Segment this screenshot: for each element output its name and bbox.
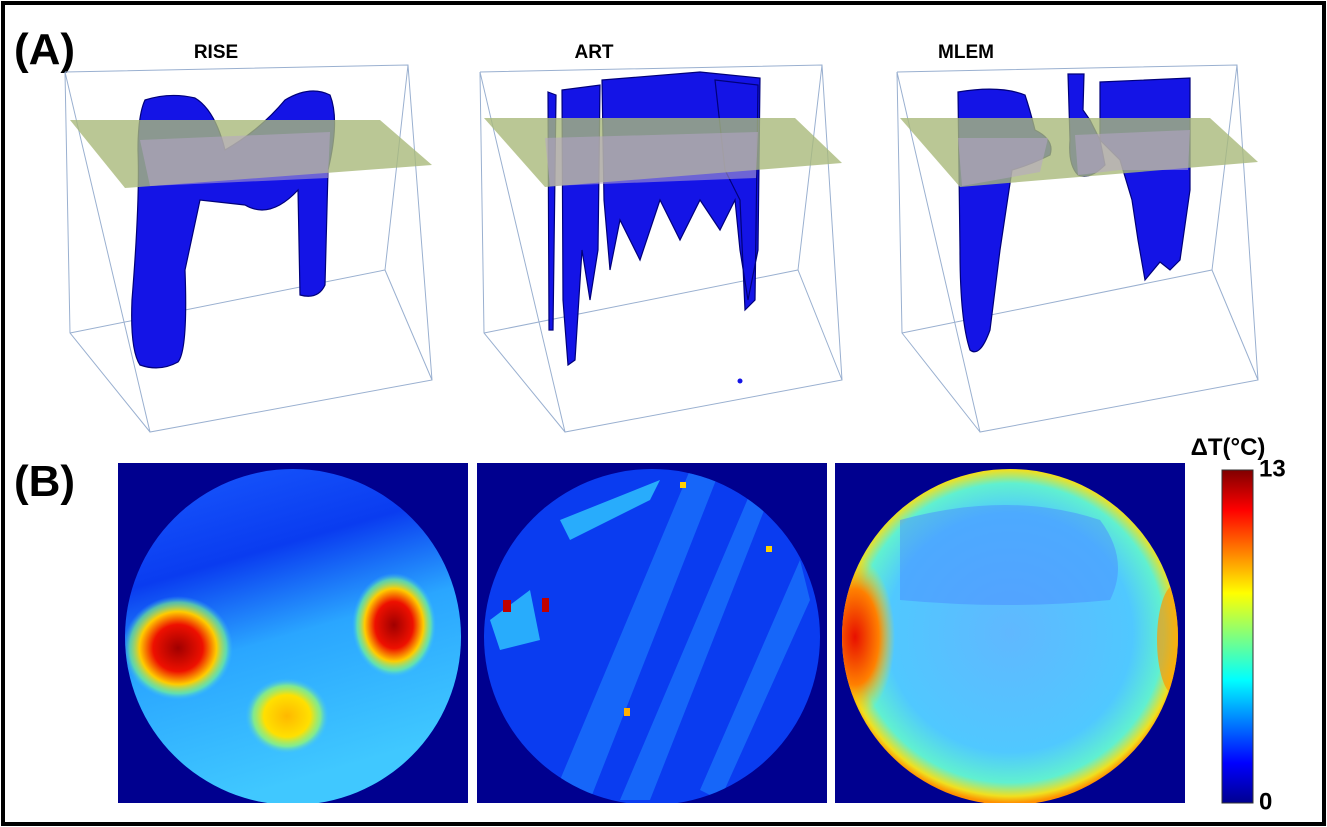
panel-label: (B) [14,457,75,506]
heatmap-mlem [815,463,1193,803]
heatmap-rise [118,463,468,803]
panel-title: ART [574,42,613,63]
colorbar-tick-label: 0 [1259,788,1272,815]
heatmap-art [477,463,827,803]
panel-title: RISE [194,42,238,63]
figure: (A) (B) RISE ART MLEM [0,0,1327,827]
colorbar-label: ΔT(°C) [1191,434,1266,461]
colorbar-tick-label: 13 [1259,455,1286,482]
panel-title: MLEM [938,42,994,63]
panel-label: (A) [14,25,75,74]
colorbar [1222,470,1253,803]
